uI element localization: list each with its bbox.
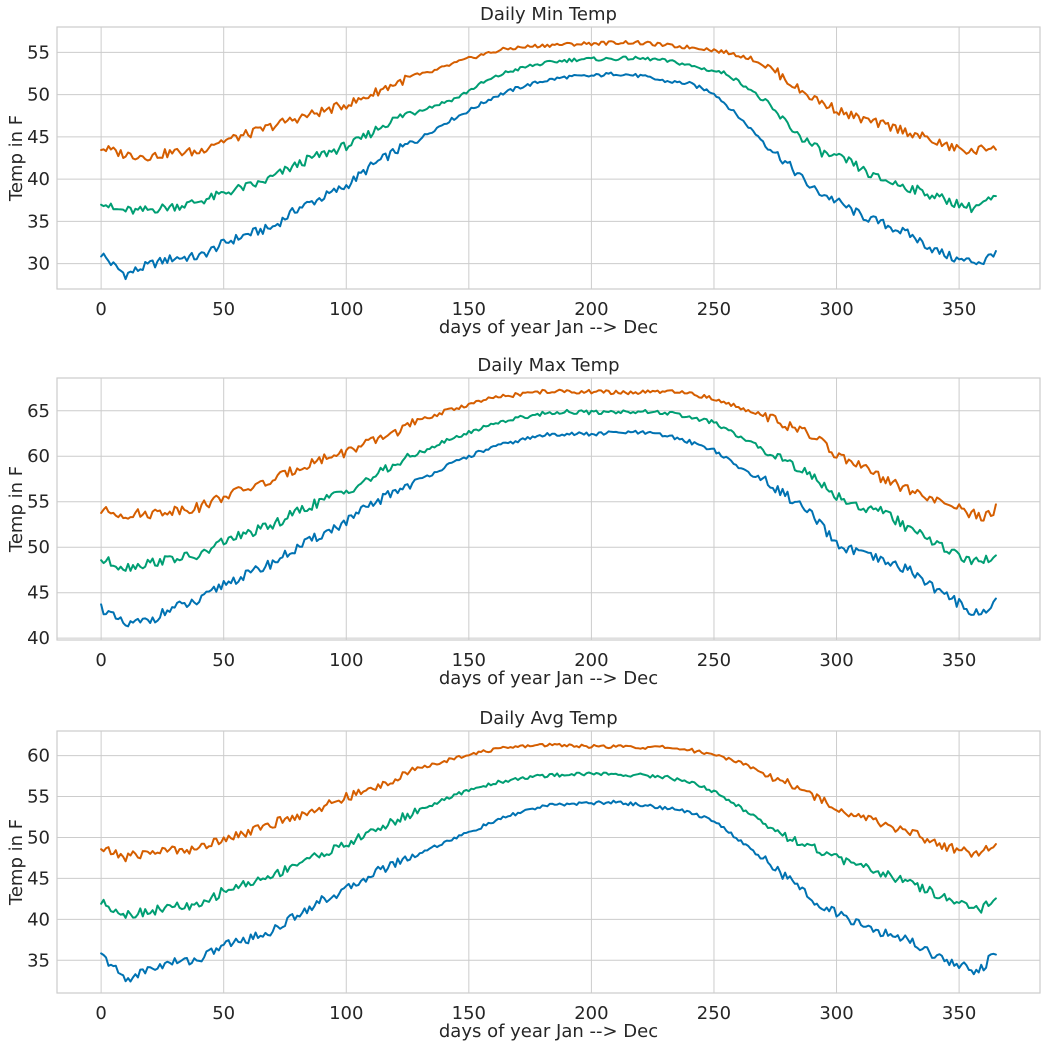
y-tick-label: 55	[27, 42, 50, 63]
x-tick-label: 300	[819, 1003, 853, 1024]
x-tick-label: 250	[697, 299, 731, 320]
x-axis-label: days of year Jan --> Dec	[439, 1021, 658, 1042]
y-tick-label: 55	[27, 787, 50, 808]
x-tick-label: 250	[697, 650, 731, 671]
y-tick-label: 45	[27, 127, 50, 148]
series-line-upper	[100, 40, 997, 162]
chart-title: Daily Min Temp	[480, 4, 617, 25]
x-tick-label: 350	[942, 299, 976, 320]
y-tick-label: 55	[27, 492, 50, 513]
x-tick-label: 50	[212, 299, 235, 320]
series-line-lower	[100, 71, 997, 281]
chart-title: Daily Max Temp	[477, 355, 619, 376]
x-tick-label: 200	[574, 1003, 608, 1024]
series-line-upper	[100, 742, 997, 863]
y-axis-label: Temp in F	[6, 819, 27, 906]
y-axis-label: Temp in F	[6, 466, 27, 553]
x-tick-label: 150	[452, 650, 486, 671]
x-tick-label: 50	[212, 1003, 235, 1024]
x-tick-label: 50	[212, 650, 235, 671]
x-tick-label: 100	[329, 1003, 363, 1024]
y-tick-label: 40	[27, 909, 50, 930]
y-tick-label: 45	[27, 583, 50, 604]
x-tick-label: 150	[452, 1003, 486, 1024]
y-tick-label: 60	[27, 746, 50, 767]
x-tick-label: 350	[942, 1003, 976, 1024]
y-axis-label: Temp in F	[6, 115, 27, 202]
y-tick-label: 35	[27, 950, 50, 971]
x-tick-label: 100	[329, 299, 363, 320]
x-tick-label: 200	[574, 299, 608, 320]
y-tick-label: 30	[27, 254, 50, 275]
x-tick-label: 0	[95, 650, 106, 671]
series-line-middle	[100, 771, 997, 919]
series-line-lower	[100, 429, 997, 628]
y-tick-label: 60	[27, 446, 50, 467]
y-tick-label: 35	[27, 211, 50, 232]
x-tick-label: 350	[942, 650, 976, 671]
x-tick-label: 300	[819, 299, 853, 320]
x-axis-label: days of year Jan --> Dec	[439, 317, 658, 338]
y-tick-label: 40	[27, 628, 50, 649]
chart-daily-avg-temp: 0 50 100 150 200 250 300 350 35 40 45 50 55 60 Daily A…	[6, 708, 1041, 1042]
series-line-middle	[100, 55, 997, 215]
y-tick-label: 45	[27, 868, 50, 889]
series-line-lower	[100, 799, 997, 983]
x-tick-label: 0	[95, 1003, 106, 1024]
x-tick-label: 100	[329, 650, 363, 671]
y-tick-label: 50	[27, 537, 50, 558]
plot-frame	[56, 730, 1041, 994]
x-tick-label: 150	[452, 299, 486, 320]
x-tick-label: 300	[819, 650, 853, 671]
x-axis-label: days of year Jan --> Dec	[439, 668, 658, 689]
x-tick-label: 0	[95, 299, 106, 320]
series-line-upper	[100, 388, 997, 522]
x-tick-label: 200	[574, 650, 608, 671]
y-tick-label: 50	[27, 85, 50, 106]
series-line-middle	[100, 408, 997, 572]
chart-title: Daily Avg Temp	[479, 708, 617, 729]
y-tick-label: 65	[27, 401, 50, 422]
y-tick-label: 50	[27, 827, 50, 848]
plot-frame	[56, 26, 1041, 290]
chart-daily-min-temp: 0 50 100 150 200 250 300 350 30 35 40 45 50 55 Daily M…	[6, 4, 1041, 338]
plot-frame	[56, 377, 1041, 641]
x-tick-label: 250	[697, 1003, 731, 1024]
chart-daily-max-temp: 0 50 100 150 200 250 300 350 40 45 50 55 60 65 Daily M…	[6, 355, 1041, 689]
y-tick-label: 40	[27, 169, 50, 190]
